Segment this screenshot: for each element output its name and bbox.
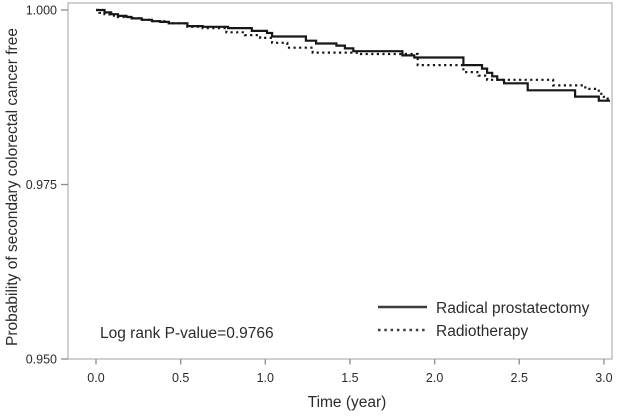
x-tick-label: 2.5 bbox=[511, 371, 528, 385]
legend-label-radical-prostatectomy: Radical prostatectomy bbox=[436, 300, 590, 317]
y-tick-label: 0.950 bbox=[26, 353, 57, 367]
y-axis-ticks: 1.000 0.975 0.950 bbox=[26, 4, 68, 367]
log-rank-annotation: Log rank P-value=0.9766 bbox=[100, 325, 274, 342]
x-tick-label: 3.0 bbox=[595, 371, 612, 385]
x-tick-label: 0.0 bbox=[87, 371, 104, 385]
legend-label-radiotherapy: Radiotherapy bbox=[436, 323, 528, 340]
series-radiotherapy-line bbox=[96, 8, 610, 100]
x-tick-label: 0.5 bbox=[172, 371, 189, 385]
series-radical-prostatectomy-line bbox=[96, 8, 610, 102]
x-axis-ticks: 0.0 0.5 1.0 1.5 2.0 2.5 3.0 bbox=[87, 359, 613, 385]
x-tick-label: 1.0 bbox=[257, 371, 274, 385]
x-axis-label: Time (year) bbox=[308, 394, 387, 411]
survival-curves bbox=[96, 8, 610, 102]
y-axis-label: Probability of secondary colorectal canc… bbox=[4, 28, 21, 346]
legend: Radical prostatectomy Radiotherapy bbox=[378, 300, 590, 340]
x-tick-label: 1.5 bbox=[341, 371, 358, 385]
y-tick-label: 1.000 bbox=[26, 4, 57, 18]
y-tick-label: 0.975 bbox=[26, 178, 57, 192]
x-tick-label: 2.0 bbox=[426, 371, 443, 385]
plot-area bbox=[67, 2, 613, 360]
